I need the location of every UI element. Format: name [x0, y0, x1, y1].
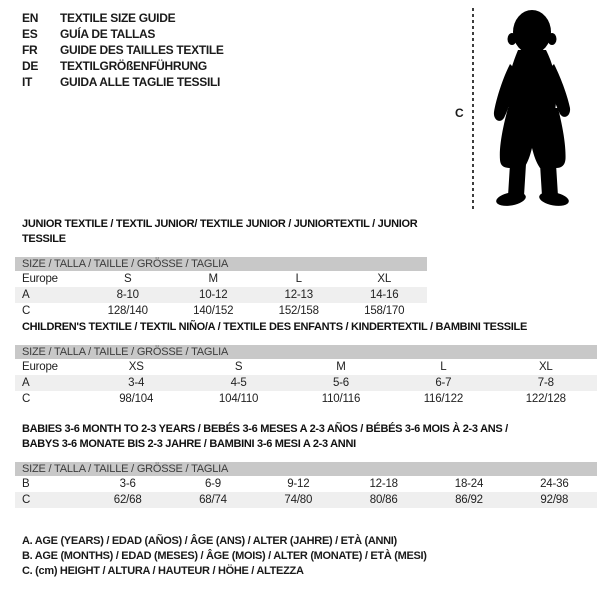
size-cell: 7-8: [494, 375, 597, 391]
size-cell: M: [336, 361, 346, 373]
size-cell: XL: [377, 273, 392, 285]
children-size-table: Europe XS S M L XL A 3-4 4-5 5-6 6-7 7-8 C 98/104 104/…: [15, 359, 597, 407]
row-label: C: [22, 393, 31, 405]
table-row: C 62/68 68/74 74/80 80/86 86/92 92/98: [15, 492, 597, 508]
size-cell: 128/140: [107, 305, 148, 317]
size-cell: 68/74: [170, 492, 256, 508]
size-cell: 4-5: [187, 375, 290, 391]
babies-textile-section: BABIES 3-6 MONTH TO 2-3 YEARS / BEBÉS 3-…: [15, 422, 597, 508]
legend-note-c: C. (cm) HEIGHT / ALTURA / HAUTEUR / HÖHE…: [22, 565, 304, 577]
table-row: C 128/140 140/152 152/158 158/170: [15, 303, 427, 319]
size-cell: 152/158: [278, 305, 319, 317]
table-title: CHILDREN'S TEXTILE / TEXTIL NIÑO/A / TEX…: [22, 320, 597, 335]
size-cell: 18-24: [454, 478, 484, 490]
language-row: FR GUIDE DES TAILLES TEXTILE: [22, 42, 224, 58]
children-textile-section: CHILDREN'S TEXTILE / TEXTIL NIÑO/A / TEX…: [15, 320, 597, 407]
language-code: IT: [22, 75, 33, 89]
height-measure-label: C: [455, 106, 464, 120]
guide-title: GUIDA ALLE TAGLIE TESSILI: [60, 75, 221, 89]
size-cell: 10-12: [170, 287, 256, 303]
language-row: DE TEXTILGRÖßENFÜHRUNG: [22, 58, 224, 74]
row-label: B: [22, 478, 30, 490]
size-cell: 74/80: [255, 492, 341, 508]
size-cell: 140/152: [193, 305, 234, 317]
row-label: Europe: [22, 361, 58, 373]
size-cell: 3-4: [85, 375, 188, 391]
size-cell: 8-10: [85, 287, 171, 303]
size-cell: L: [295, 273, 302, 285]
guide-title: TEXTILE SIZE GUIDE: [60, 11, 176, 25]
size-cell: S: [234, 361, 243, 373]
language-row: IT GUIDA ALLE TAGLIE TESSILI: [22, 74, 224, 90]
height-measure-dotted-line: [472, 8, 474, 210]
size-cell: 6-9: [204, 478, 221, 490]
size-cell: 98/104: [119, 393, 154, 405]
size-cell: 24-36: [540, 478, 569, 490]
size-cell: 122/128: [525, 393, 566, 405]
size-header-bar: SIZE / TALLA / TAILLE / GRÖSSE / TAGLIA: [15, 257, 427, 271]
guide-title: TEXTILGRÖßENFÜHRUNG: [60, 59, 207, 73]
legend-note-b: B. AGE (MONTHS) / EDAD (MESES) / ÂGE (MO…: [22, 550, 427, 562]
language-row: EN TEXTILE SIZE GUIDE: [22, 10, 224, 26]
guide-title: GUIDE DES TAILLES TEXTILE: [60, 43, 224, 57]
table-title-line: JUNIOR TEXTILE / TEXTIL JUNIOR/ TEXTILE …: [22, 218, 418, 245]
row-label: C: [22, 305, 31, 317]
table-row: A 8-10 10-12 12-13 14-16: [15, 287, 427, 303]
size-cell: 6-7: [392, 375, 495, 391]
language-code: FR: [22, 43, 38, 57]
junior-textile-section: JUNIOR TEXTILE / TEXTIL JUNIOR/ TEXTILE …: [15, 217, 427, 319]
size-cell: 110/116: [321, 393, 361, 405]
size-cell: 5-6: [289, 375, 393, 391]
table-title-line: BABIES 3-6 MONTH TO 2-3 YEARS / BEBÉS 3-…: [22, 423, 508, 435]
size-cell: 80/86: [340, 492, 427, 508]
size-cell: 9-12: [287, 478, 310, 490]
size-cell: 92/98: [511, 492, 597, 508]
size-cell: 62/68: [85, 492, 171, 508]
table-title-line: CHILDREN'S TEXTILE / TEXTIL NIÑO/A / TEX…: [22, 321, 527, 333]
size-cell: L: [440, 361, 447, 373]
babies-size-table: B 3-6 6-9 9-12 12-18 18-24 24-36 C 62/68 68/74 74/…: [15, 476, 597, 508]
size-cell: XS: [128, 361, 144, 373]
language-title-list: EN TEXTILE SIZE GUIDE ES GUÍA DE TALLAS …: [22, 10, 224, 90]
table-row: A 3-4 4-5 5-6 6-7 7-8: [15, 375, 597, 391]
size-cell: 86/92: [426, 492, 512, 508]
guide-title: GUÍA DE TALLAS: [60, 27, 156, 41]
toddler-silhouette-icon: [493, 10, 571, 206]
table-row: Europe XS S M L XL: [15, 359, 597, 375]
table-title: BABIES 3-6 MONTH TO 2-3 YEARS / BEBÉS 3-…: [22, 422, 597, 452]
row-label: Europe: [22, 273, 58, 285]
size-cell: 104/110: [218, 393, 259, 405]
size-cell: 14-16: [341, 287, 427, 303]
table-row: C 98/104 104/110 110/116 116/122 122/128: [15, 391, 597, 407]
legend-notes: A. AGE (YEARS) / EDAD (AÑOS) / ÂGE (ANS)…: [22, 534, 427, 579]
size-cell: 12-18: [369, 478, 398, 490]
language-row: ES GUÍA DE TALLAS: [22, 26, 224, 42]
size-cell: S: [124, 273, 132, 285]
row-label: A: [15, 287, 85, 303]
row-label: C: [15, 492, 85, 508]
legend-note-a: A. AGE (YEARS) / EDAD (AÑOS) / ÂGE (ANS)…: [22, 535, 397, 547]
size-cell: 116/122: [423, 393, 464, 405]
row-label: A: [15, 375, 85, 391]
size-header-bar: SIZE / TALLA / TAILLE / GRÖSSE / TAGLIA: [15, 462, 597, 476]
size-cell: 158/170: [364, 305, 405, 317]
table-title: JUNIOR TEXTILE / TEXTIL JUNIOR/ TEXTILE …: [22, 217, 427, 247]
size-cell: XL: [538, 361, 553, 373]
size-header-bar: SIZE / TALLA / TAILLE / GRÖSSE / TAGLIA: [15, 345, 597, 359]
language-code: EN: [22, 11, 39, 25]
size-cell: 3-6: [119, 478, 136, 490]
table-row: Europe S M L XL: [15, 271, 427, 287]
size-cell: 12-13: [256, 287, 342, 303]
table-title-line: BABYS 3-6 MONATE BIS 2-3 JAHRE / BAMBINI…: [22, 438, 356, 450]
size-cell: M: [208, 273, 219, 285]
language-code: DE: [22, 59, 39, 73]
language-code: ES: [22, 27, 38, 41]
junior-size-table: Europe S M L XL A 8-10 10-12 12-13 14-16 C 128/140 1…: [15, 271, 427, 319]
table-row: B 3-6 6-9 9-12 12-18 18-24 24-36: [15, 476, 597, 492]
